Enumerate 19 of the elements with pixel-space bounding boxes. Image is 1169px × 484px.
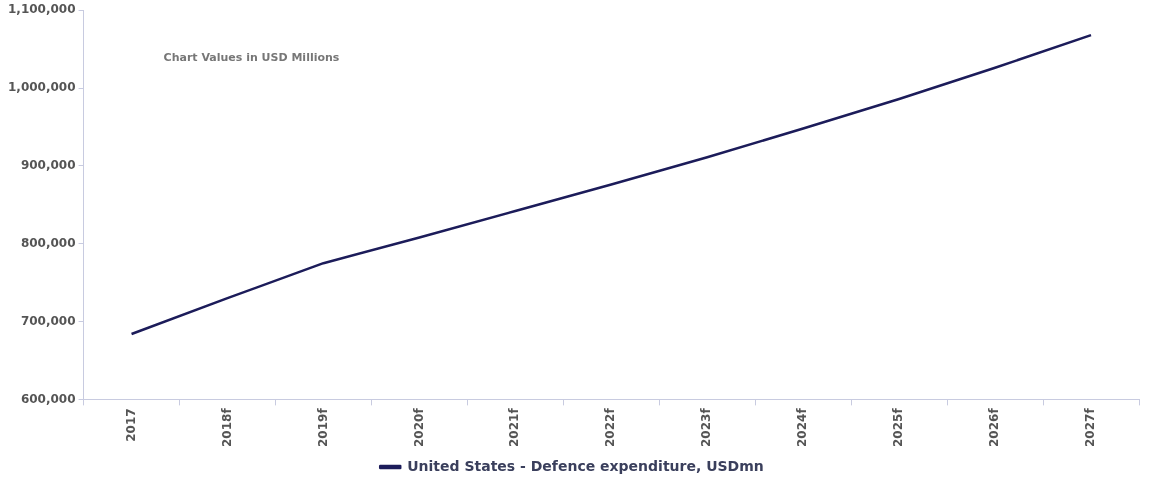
x-tick-label: 2027f [1083,407,1098,448]
y-tick-label: 1,000,000 [7,80,76,95]
x-tick-label: 2017 [123,408,138,442]
x-tick-label: 2025f [891,407,906,448]
x-tick-label: 2026f [987,407,1002,448]
x-tick-label: 2018f [219,407,234,448]
x-tick-label: 2021f [507,407,522,448]
annotation: Chart Values in USD Millions [163,51,340,65]
y-tick-label: 900,000 [20,158,76,172]
legend-label: United States - Defence expenditure, USDmn [407,457,764,474]
x-tick-label: 2019f [315,407,330,448]
y-tick-label: 700,000 [20,313,76,328]
y-tick-label: 800,000 [20,235,76,250]
y-tick-label: 600,000 [20,391,76,406]
x-tick-label: 2024f [795,407,810,448]
x-tick-label: 2020f [411,407,426,448]
x-tick-label: 2023f [699,407,714,448]
x-tick-label: 2022f [603,407,618,448]
y-tick-label: 1,100,000 [7,2,76,17]
